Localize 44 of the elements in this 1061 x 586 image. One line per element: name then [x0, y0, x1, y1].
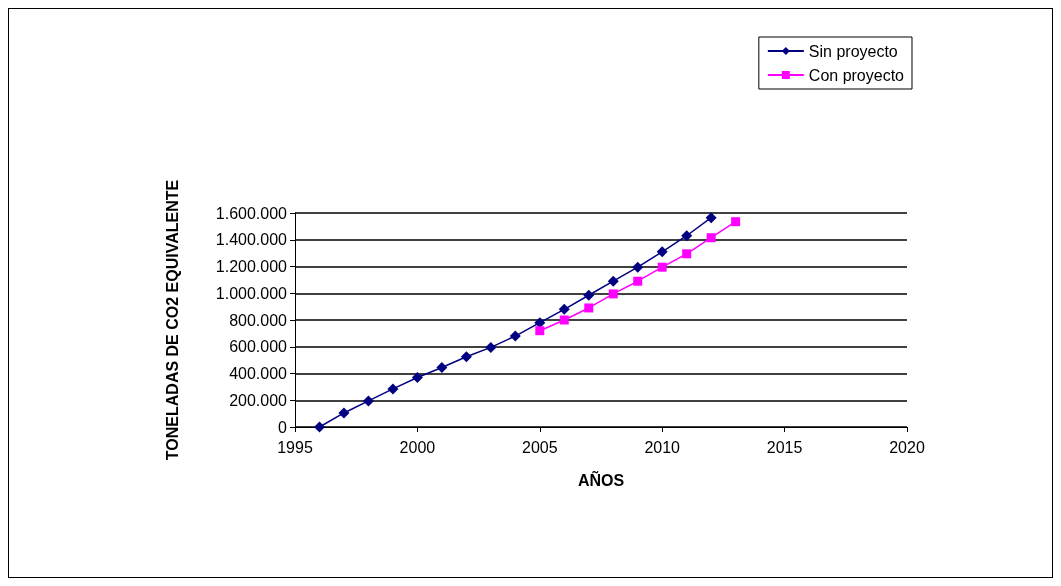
x-axis-title: AÑOS [577, 469, 625, 489]
point [362, 395, 374, 407]
x-tick-label: 2020 [889, 438, 925, 456]
point [387, 383, 399, 395]
point [706, 233, 716, 243]
point [608, 289, 618, 299]
point [436, 361, 448, 373]
point [411, 372, 423, 384]
y-tick-label: 1.200.000 [215, 258, 288, 275]
point [535, 326, 545, 336]
y-axis-title: TONELADAS DE CO2 EQUIVALENTE [163, 179, 181, 461]
point [460, 351, 472, 363]
point [656, 246, 668, 258]
x-tick-label: 2010 [644, 438, 681, 456]
point [682, 249, 692, 259]
x-tick-label: 2005 [522, 438, 558, 456]
y-tick-label: 1.600.000 [215, 204, 288, 222]
point [584, 303, 594, 313]
point [558, 303, 570, 315]
y-tick-label: 1.000.000 [215, 284, 288, 302]
y-tick-label: 400.000 [229, 365, 288, 382]
point [509, 330, 521, 342]
point [583, 289, 595, 301]
legend-label: Sin proyecto [808, 42, 898, 60]
point [633, 276, 643, 286]
legend-label: Con proyecto [808, 66, 905, 84]
point [313, 421, 325, 433]
point [607, 275, 619, 287]
y-tick-label: 0 [278, 418, 288, 436]
x-tick-label: 1995 [277, 438, 313, 456]
y-tick-label: 1.400.000 [215, 231, 288, 249]
y-tick-label: 200.000 [229, 391, 288, 409]
point [681, 230, 693, 242]
point [632, 261, 644, 273]
point [705, 212, 717, 224]
x-tick-label: 2015 [766, 438, 803, 456]
point [338, 407, 350, 419]
point [731, 217, 741, 227]
y-tick-label: 800.000 [229, 311, 288, 329]
point [559, 315, 569, 325]
point [657, 262, 667, 272]
x-tick-label: 2000 [399, 438, 436, 456]
y-tick-label: 600.000 [229, 338, 288, 356]
point [485, 341, 497, 353]
